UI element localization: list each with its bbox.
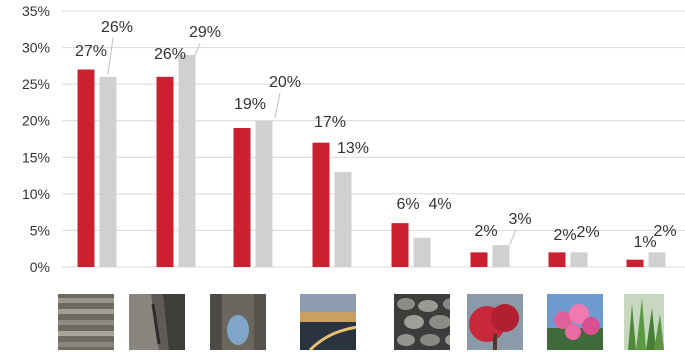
data-labels: 27% 26%19%17%6%2% 2% 1%26% 29%20%13%4%3%2% 2% [75,19,677,251]
pink-flower-bush-photo [547,294,603,350]
category-thumbnails [0,290,685,352]
y-tick-label: 35% [22,3,50,19]
y-tick-label: 25% [22,76,50,92]
bar [156,76,174,267]
stone-stairs-photo [58,294,114,350]
cobblestone-photo [394,294,450,350]
data-label: 29% [189,24,221,41]
bar [626,259,644,267]
bar [413,237,431,267]
data-label: 3% [508,211,531,228]
data-label: 2% [474,223,497,240]
bar [334,171,352,267]
bar [178,54,196,268]
leader-line [193,42,201,59]
bar [570,252,588,267]
data-label: 6% [396,196,419,213]
y-axis: 0% 5% 10% 15% 20% 25% 30% 35% [22,3,50,275]
green-grass-photo [624,294,680,350]
y-tick-label: 10% [22,186,50,202]
data-label: 20% [269,74,301,91]
city-night-road-photo [300,294,356,350]
bar [492,245,510,267]
red-flowering-tree-photo [467,294,523,350]
data-label: 26% [101,19,133,36]
tree-trunk-photo [129,294,185,350]
y-tick-label: 15% [22,149,50,165]
y-tick-label: 20% [22,113,50,129]
data-label: 2% [576,224,599,241]
data-label: 4% [428,196,451,213]
leader-line [509,229,517,245]
leader-line [107,37,114,75]
leader-line [274,92,281,119]
data-label: 2% [653,223,676,240]
y-tick-label: 30% [22,40,50,56]
data-label: 26% [154,46,186,63]
bar [99,76,117,267]
bar [548,252,566,267]
bar [648,252,666,267]
data-label: 19% [234,96,266,113]
bar [233,128,251,267]
data-label: 13% [337,140,369,157]
bar [312,142,330,267]
data-label: 17% [314,114,346,131]
y-tick-label: 5% [30,222,50,238]
bar [255,120,273,267]
bar [77,69,95,267]
bar [470,252,488,267]
bar-chart: 0%5%10%15%20%25%30%35% 27% 26%19%17%6%2% 2… [22,3,685,275]
bars [77,54,666,268]
bar [391,223,409,267]
data-label: 27% [75,43,107,60]
data-label: 1% [633,234,656,251]
y-tick-label: 0% [30,259,50,275]
rock-arch-photo [210,294,266,350]
data-label: 2% [553,227,576,244]
